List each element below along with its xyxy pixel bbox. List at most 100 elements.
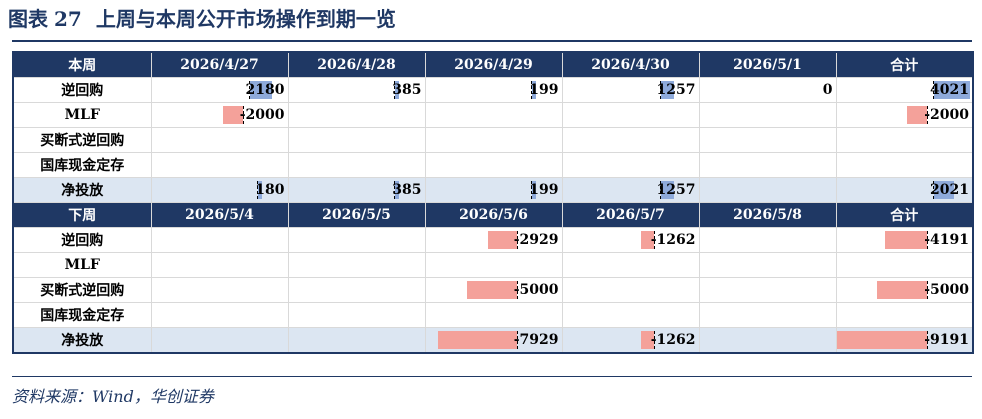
value-cell [698,152,837,178]
bar-axis [927,231,929,249]
negative-bar [487,231,517,249]
value-cell [150,252,289,278]
value-cell [698,102,837,128]
cell-value: -1262 [650,332,696,348]
value-cell: 199 [424,77,563,103]
this-week-column-header: 2026/5/1 [698,51,837,78]
value-cell [424,102,563,128]
value-cell [561,302,700,328]
value-cell: 2021 [835,177,974,203]
value-cell [698,327,837,354]
cell-value: -7929 [513,332,559,348]
this-week-table-row: 买断式逆回购 [12,127,974,153]
value-cell [150,327,289,354]
cell-value: -1262 [650,232,696,248]
bar-axis [394,181,396,199]
row-label: 买断式逆回购 [12,127,152,153]
value-cell: -9191 [835,327,974,354]
cell-value: 2180 [245,82,285,98]
value-cell: 4021 [835,77,974,103]
value-cell [835,302,974,328]
positive-bar [395,181,400,199]
source-note: 资料来源：Wind，华创证券 [12,387,214,406]
value-cell [424,152,563,178]
this-week-column-header: 2026/4/28 [287,51,426,78]
bar-axis [653,331,655,349]
value-cell [287,127,426,153]
value-cell [835,252,974,278]
negative-bar [437,331,517,349]
value-cell: -1262 [561,227,700,253]
cell-value: -5000 [513,282,559,298]
value-cell [561,277,700,303]
value-cell [561,152,700,178]
this-week-header-row: 本周 2026/4/27 2026/4/28 2026/4/29 2026/4/30 20… [12,51,974,78]
value-cell [424,302,563,328]
bar-axis [248,81,250,99]
positive-bar [258,181,263,199]
value-cell [835,127,974,153]
negative-bar [222,106,243,124]
cell-value: 199 [529,182,559,198]
next-week-column-header: 2026/5/6 [424,202,563,228]
next-week-net-row: 净投放 -7929 -1262 -9191 [12,327,974,354]
bar-axis [394,81,396,99]
cell-value: 199 [529,82,559,98]
this-week-table-row: 国库现金定存 [12,152,974,178]
negative-bar [885,231,928,249]
bar-axis [659,181,661,199]
value-cell: 2180 [150,77,289,103]
positive-bar [660,81,674,99]
cell-value: -2000 [924,107,969,123]
negative-bar [640,231,654,249]
bar-axis [933,81,935,99]
cell-value: -4191 [924,232,969,248]
figure-title-text: 上周与本周公开市场操作到期一览 [95,7,396,31]
cell-value: -9191 [924,332,969,348]
bar-axis [516,231,518,249]
cell-value: 385 [392,82,422,98]
bar-axis [531,81,533,99]
this-week-table-row: 逆回购 2180 385 199 1257 0 4021 [12,77,974,103]
this-week-table-row: MLF -2000 -2000 [12,102,974,128]
positive-bar [934,81,970,99]
negative-bar [877,281,928,299]
cell-value: 4021 [930,82,969,98]
bar-axis [242,106,244,124]
this-week-net-row: 净投放 180 385 199 1257 2021 [12,177,974,203]
value-cell [287,302,426,328]
bar-axis [927,281,929,299]
next-week-column-header: 合计 [835,202,974,228]
value-cell [835,152,974,178]
title-rule [12,40,972,42]
next-week-table-row: 逆回购 -2929 -1262 -4191 [12,227,974,253]
next-week-label: 下周 [12,202,152,228]
value-cell [698,227,837,253]
bar-axis [927,106,929,124]
next-week-table-row: MLF [12,252,974,278]
cell-value: 385 [392,182,422,198]
value-cell [698,177,837,203]
this-week-column-header: 2026/4/27 [150,51,289,78]
row-label: 逆回购 [12,77,152,103]
bar-axis [516,331,518,349]
bar-axis [516,281,518,299]
value-cell [287,252,426,278]
value-cell: -4191 [835,227,974,253]
value-cell: -5000 [835,277,974,303]
bar-axis [257,181,259,199]
bar-axis [927,331,929,349]
value-cell [698,127,837,153]
cell-value: 180 [255,182,285,198]
value-cell: -1262 [561,327,700,354]
value-cell [698,252,837,278]
negative-bar [837,331,928,349]
row-label: 国库现金定存 [12,302,152,328]
this-week-column-header: 2026/4/30 [561,51,700,78]
next-week-column-header: 2026/5/4 [150,202,289,228]
value-cell: 199 [424,177,563,203]
value-cell [150,152,289,178]
next-week-table-row: 国库现金定存 [12,302,974,328]
figure-title: 图表 27 上周与本周公开市场操作到期一览 [8,4,396,34]
value-cell: 1257 [561,177,700,203]
